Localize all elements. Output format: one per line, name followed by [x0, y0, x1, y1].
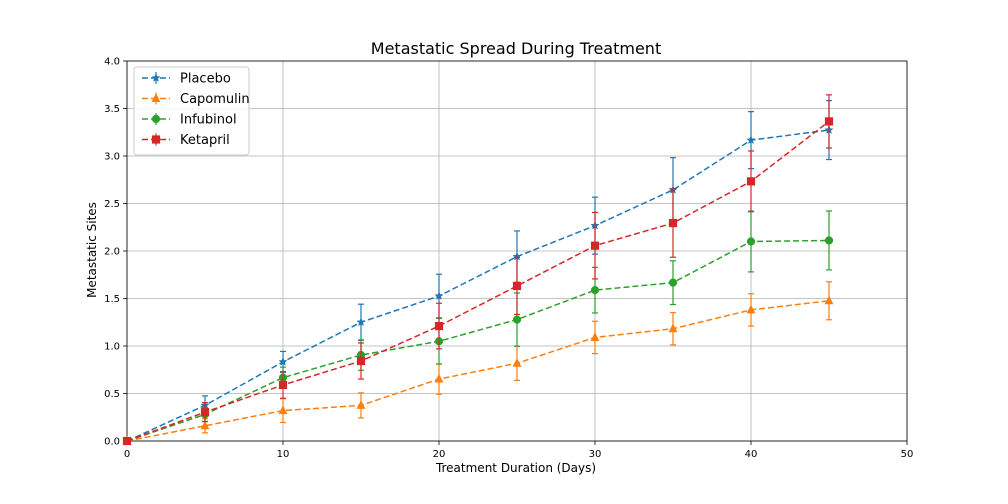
- y-tick-label: 1.0: [104, 342, 120, 353]
- data-point: [356, 317, 366, 327]
- chart-title: Metastatic Spread During Treatment: [371, 39, 661, 58]
- data-point: [668, 323, 678, 333]
- series-layer: [122, 94, 834, 446]
- y-tick-label: 3.5: [104, 104, 120, 115]
- data-point: [746, 304, 756, 314]
- x-tick-label: 20: [433, 449, 446, 460]
- series-line: [126, 129, 830, 442]
- data-point: [668, 278, 678, 287]
- y-tick-label: 1.5: [104, 294, 120, 305]
- y-tick-label: 2.5: [104, 199, 120, 210]
- data-point: [590, 332, 600, 341]
- data-point: [200, 420, 210, 430]
- legend-box: [133, 66, 250, 156]
- data-point: [824, 236, 834, 245]
- data-point: [122, 436, 132, 446]
- y-tick-label: 0.0: [104, 437, 120, 448]
- legend: Placebo Capomulin Infubinol Ketapril: [133, 66, 250, 156]
- series-line: [126, 120, 830, 442]
- legend-label: Placebo: [180, 72, 231, 87]
- data-point: [200, 408, 210, 417]
- data-point: [746, 237, 756, 246]
- y-tick-label: 2.0: [104, 247, 120, 258]
- legend-label: Ketapril: [180, 133, 230, 148]
- data-point: [590, 286, 600, 295]
- data-point: [824, 295, 834, 305]
- legend-label: Infubinol: [180, 113, 237, 128]
- data-point: [356, 356, 366, 366]
- data-point: [278, 405, 288, 415]
- y-axis-label: Metastatic Sites: [85, 202, 99, 298]
- x-tick-label: 30: [589, 449, 602, 460]
- series-ketapril: [122, 94, 834, 446]
- series-infubinol: [122, 210, 834, 446]
- legend-label: Capomulin: [180, 92, 250, 107]
- x-tick-label: 0: [124, 449, 130, 460]
- series-capomulin: [122, 281, 834, 445]
- data-point: [824, 117, 834, 126]
- legend-item-capomulin: Capomulin: [142, 92, 250, 107]
- data-point: [434, 291, 444, 300]
- data-point: [434, 321, 444, 331]
- data-point: [512, 281, 522, 291]
- legend-swatch-marker: [151, 93, 161, 102]
- data-point: [512, 315, 522, 324]
- x-axis-label: Treatment Duration (Days): [435, 461, 596, 475]
- series-line: [126, 300, 830, 442]
- data-point: [512, 357, 522, 367]
- axes-layer: 0 10 20 30 40 50 0.0 0.5 1.0 1.5 2.0 2.5 3.0 3.5 4.0: [104, 57, 913, 461]
- legend-swatch-marker: [151, 73, 161, 82]
- x-tick-label: 50: [901, 449, 914, 460]
- y-tick-label: 0.5: [104, 389, 120, 400]
- data-point: [278, 356, 288, 366]
- legend-item-ketapril: Ketapril: [142, 133, 230, 148]
- y-tick-label: 4.0: [104, 57, 120, 68]
- data-point: [278, 380, 288, 390]
- data-point: [746, 135, 756, 145]
- legend-swatch-marker: [151, 114, 161, 124]
- y-tick-label: 3.0: [104, 152, 120, 163]
- x-tick-label: 10: [277, 449, 290, 460]
- data-point: [356, 400, 366, 409]
- x-tick-label: 40: [745, 449, 758, 460]
- data-point: [746, 177, 756, 186]
- legend-item-placebo: Placebo: [142, 72, 231, 87]
- data-point: [590, 241, 600, 250]
- data-point: [668, 218, 678, 228]
- series-line: [126, 239, 830, 442]
- data-point: [434, 373, 444, 383]
- legend-item-infubinol: Infubinol: [142, 113, 237, 128]
- legend-swatch-marker: [151, 135, 161, 144]
